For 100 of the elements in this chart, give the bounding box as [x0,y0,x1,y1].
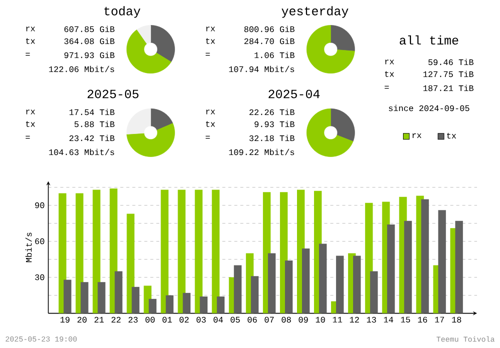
x-tick-label: 17 [435,316,444,322]
text: = [26,136,30,139]
bar [92,190,100,314]
y-tick-label: 60 [35,238,44,244]
text: = [384,86,389,89]
bar [319,244,327,314]
x-tick-label: 20 [78,316,87,323]
bar [160,190,168,314]
x-tick-label: 23 [128,316,138,323]
text: 23.42 TiB [69,134,114,142]
text: tx [26,121,36,127]
bar [132,286,140,314]
x-tick-label: 02 [180,316,189,323]
text: rx [26,26,36,32]
x-tick-label: 06 [248,316,257,323]
text: tx [206,121,216,127]
text: 22.26 TiB [249,108,294,116]
bar [98,282,106,314]
text: all time [400,35,458,45]
text: 32.18 TiB [249,134,294,142]
x-tick-label: 08 [282,316,291,323]
chart-title: today [104,6,140,18]
bar [114,271,122,314]
bar [148,298,156,314]
x-tick-label: 22 [112,316,121,323]
bar [387,224,395,314]
text: 364.08 GiB [64,38,114,44]
bar [80,282,88,314]
text: = [26,52,30,56]
text: rx [206,26,216,32]
text: 127.75 TiB [423,70,474,78]
bar [212,190,220,314]
x-tick-label: 04 [214,316,223,323]
text: 109.22 Mbit/s [229,148,294,156]
y-axis-title: Mbit/s [25,232,32,262]
bar [216,296,225,314]
bar [353,256,361,314]
text: 17.54 TiB [70,108,114,116]
bar [178,190,186,314]
y-tick-label: 90 [35,202,44,208]
bar [182,292,191,314]
x-tick-label: 19 [60,316,70,323]
text: 284.70 GiB [244,38,294,44]
bar [370,271,378,314]
chart-title: yesterday [282,6,348,18]
text: tx [26,38,36,44]
x-tick-label: 01 [162,316,172,323]
y-tick-label: 30 [35,274,44,280]
bar [268,253,276,314]
bar [166,295,174,314]
x-tick-label: 13 [366,316,376,323]
chart-title: 2025-05 [88,90,138,98]
text: 122.06 Mbit/s [49,66,114,72]
text: 59.46 TiB [428,58,474,66]
bar [76,193,84,314]
bar [284,260,293,314]
bar [64,280,72,314]
text: 971.93 GiB [64,52,114,58]
x-tick-label: 18 [452,316,462,323]
text: 107.94 Mbit/s [229,66,294,72]
bar [421,199,429,314]
text: = [206,136,210,139]
bar [438,210,446,314]
text: 5.88 TiB [74,120,114,128]
text: = [206,52,210,56]
x-tick-label: 03 [196,316,206,323]
chart-title: 2025-04 [268,90,320,98]
text: since 2024-09-05 [388,104,470,112]
bar [200,296,208,314]
x-tick-label: 15 [401,316,410,323]
bar [455,220,463,314]
x-tick-label: 00 [146,316,155,323]
x-tick-label: 09 [298,316,308,323]
x-tick-label: 14 [384,316,394,322]
x-tick-label: 12 [350,316,359,323]
text: rx [206,110,216,114]
legend-label: tx [447,132,456,139]
bar [194,190,203,314]
bar [302,248,310,314]
x-tick-label: 21 [94,316,104,323]
x-tick-label: 16 [418,316,428,323]
bar [336,256,344,314]
text: 187.21 TiB [423,84,474,92]
x-tick-label: 07 [264,316,274,323]
x-tick-label: 05 [230,316,240,323]
x-tick-label: 11 [332,316,342,322]
text: rx [385,60,394,64]
text: tx [384,71,394,77]
x-tick-label: 10 [316,316,325,323]
legend-label: rx [412,133,422,138]
bar [404,220,412,314]
bar [250,276,259,314]
text: 1.06 TiB [254,52,294,58]
text: 9.93 TiB [254,120,294,128]
text: 800.96 GiB [244,26,294,32]
text: rx [26,110,36,114]
text: 607.85 GiB [64,26,114,32]
text: tx [206,38,216,44]
bar [234,265,242,314]
text: 104.63 Mbit/s [49,148,114,156]
